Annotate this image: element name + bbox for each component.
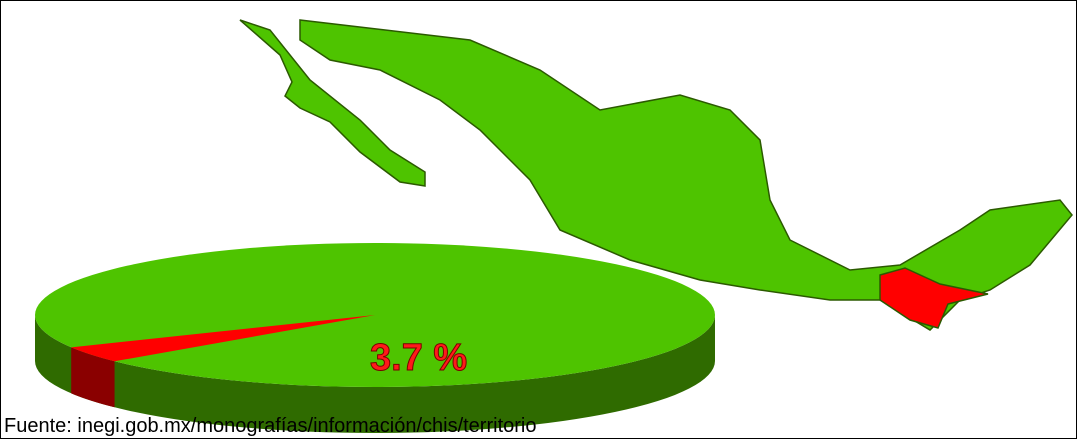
pie-slice-top: [71, 315, 376, 362]
caption: Fuente: inegi.gob.mx/monografías/informa…: [4, 415, 536, 437]
pie: [35, 243, 715, 433]
pie-slice: [71, 315, 376, 408]
map: [239, 19, 1073, 331]
pie-slice-side: [71, 347, 115, 408]
value-label: 3.7 %: [370, 337, 467, 379]
pie-side: [35, 315, 715, 433]
